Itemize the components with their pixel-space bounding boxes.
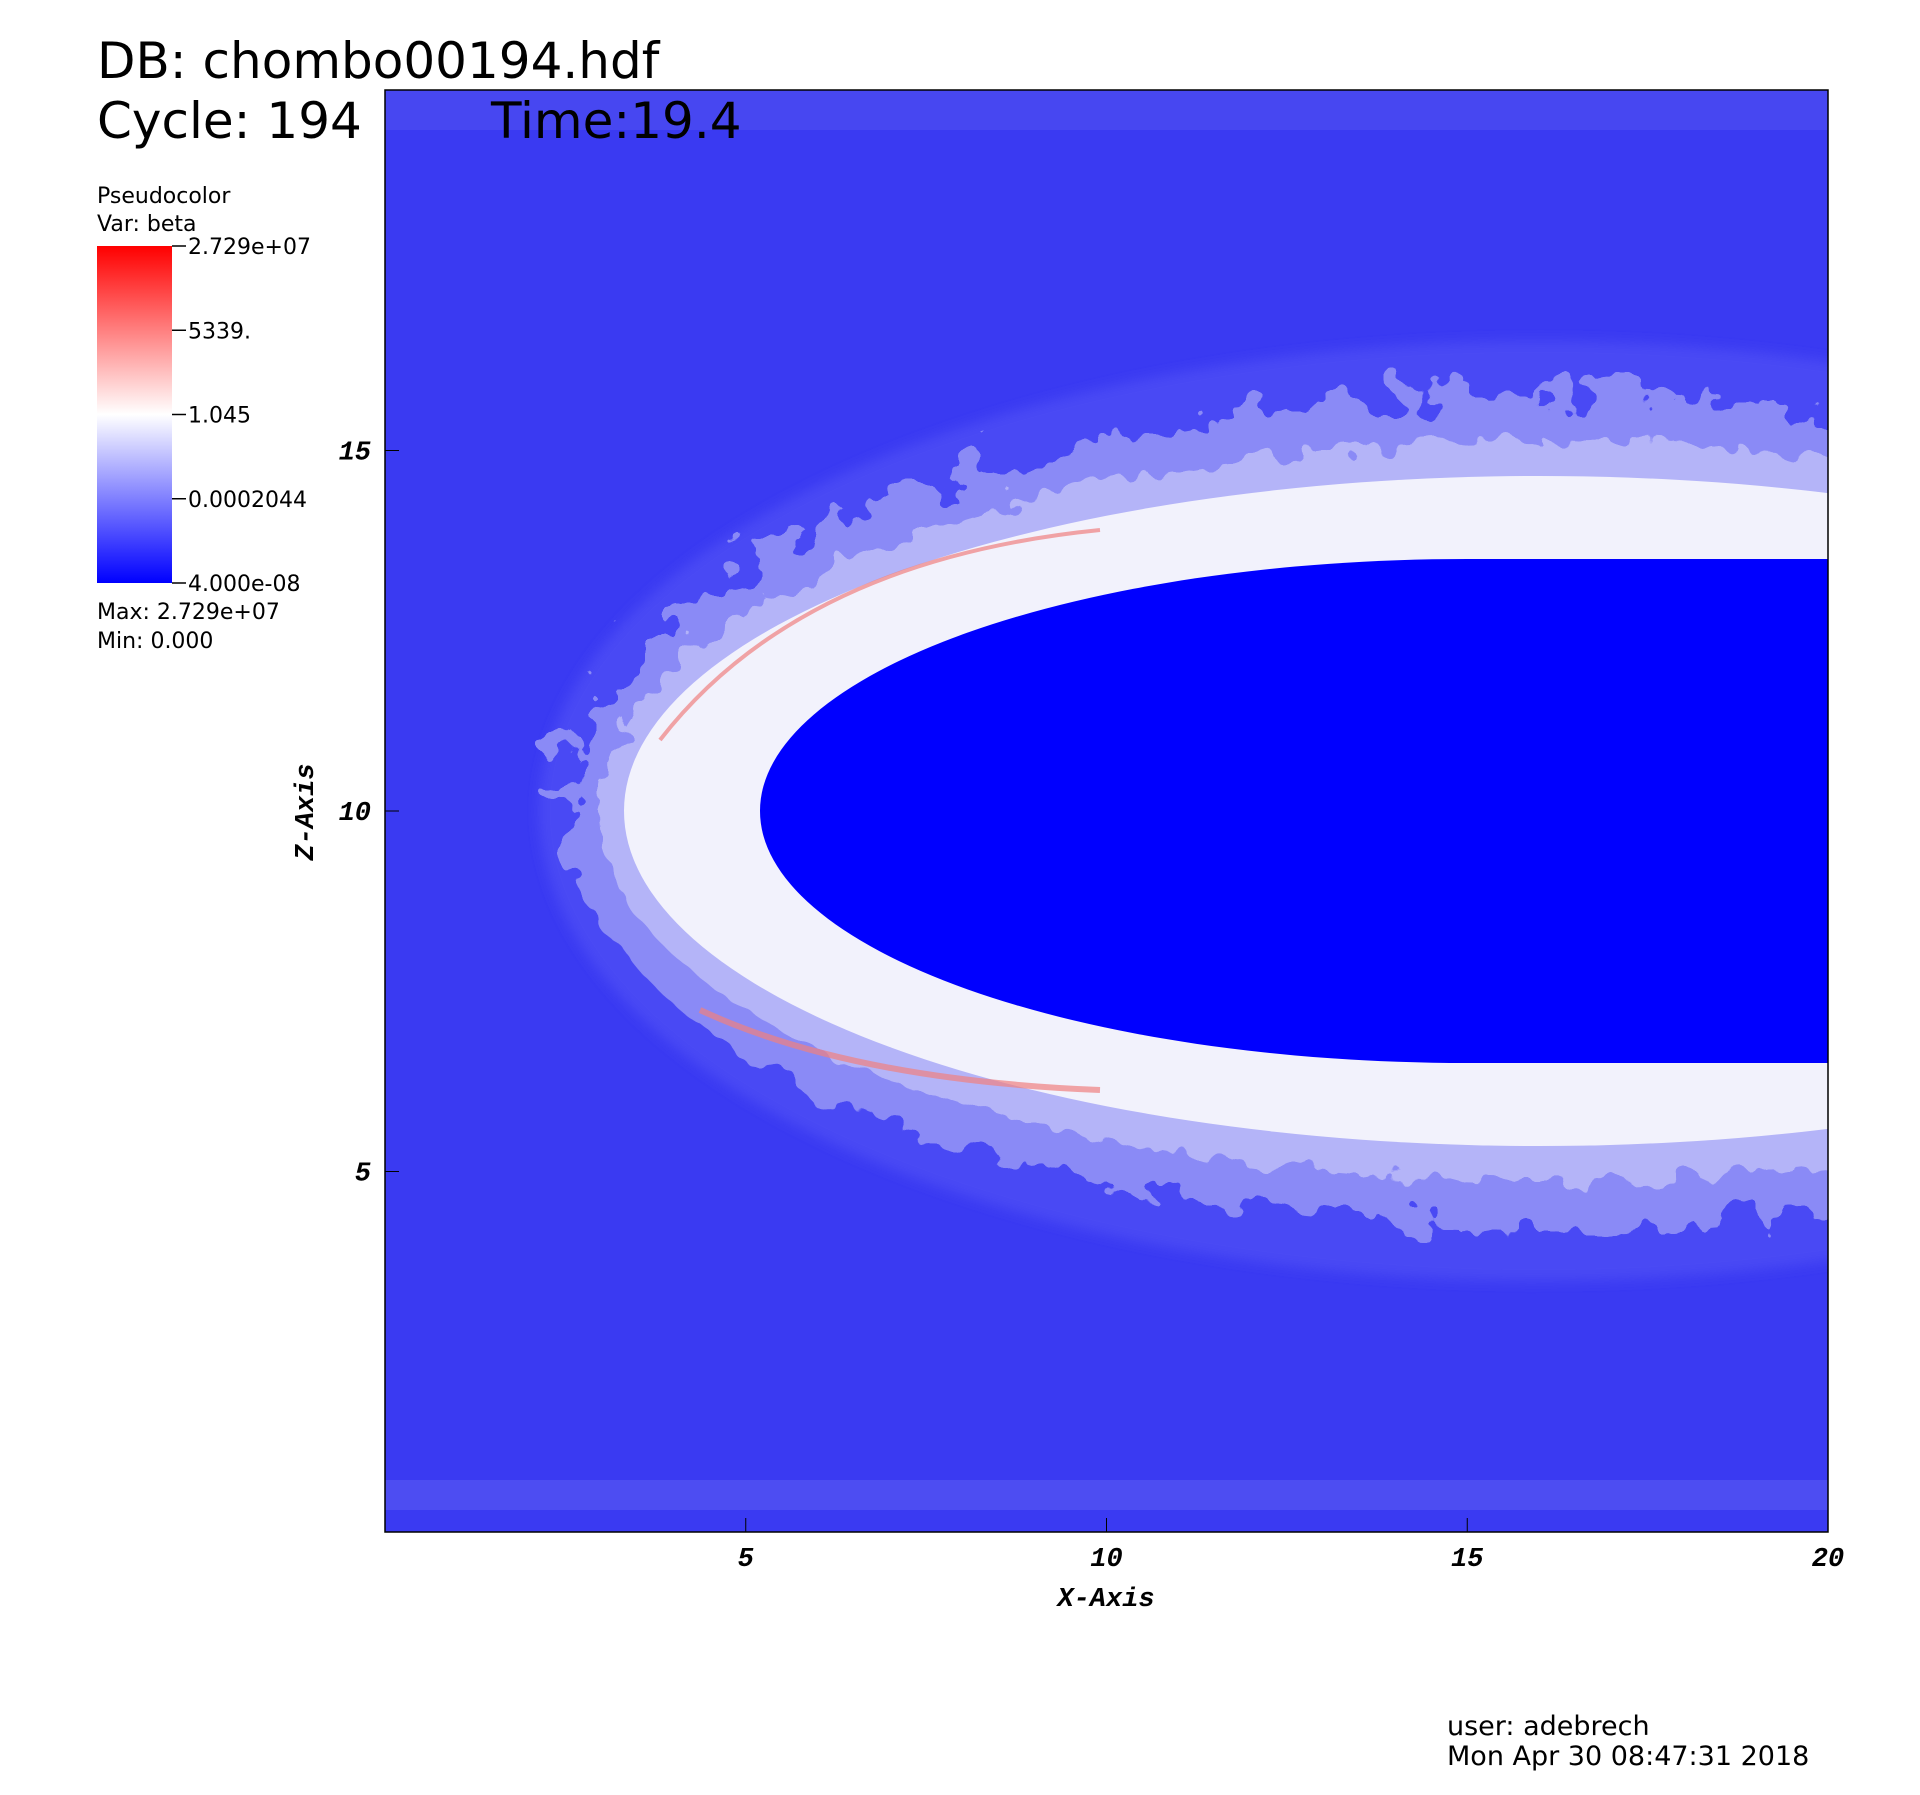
y-tick-label: 5 <box>355 1160 371 1190</box>
color-bar <box>97 246 172 583</box>
color-bar-label: 4.000e-08 <box>188 572 300 597</box>
user: user: adebrech <box>1447 1711 1650 1742</box>
legend-variable: Var: beta <box>97 212 197 237</box>
field-image <box>385 90 1828 1532</box>
y-axis-label: Z-Axis <box>292 763 322 861</box>
date: Mon Apr 30 08:47:31 2018 <box>1447 1741 1809 1772</box>
color-bar-label: 0.0002044 <box>188 488 307 513</box>
y-tick-label: 15 <box>339 439 371 469</box>
x-axis-label: X-Axis <box>1055 1585 1154 1615</box>
color-bar-label: 2.729e+07 <box>188 235 311 260</box>
x-tick-label: 20 <box>1812 1545 1844 1575</box>
x-tick-label: 15 <box>1451 1545 1483 1575</box>
x-tick-label: 5 <box>738 1545 754 1575</box>
db-title: DB: chombo00194.hdf <box>97 32 661 90</box>
cycle: Cycle: 194 <box>97 92 362 150</box>
color-bar-label: 1.045 <box>188 403 251 428</box>
legend-min: Min: 0.000 <box>97 629 213 654</box>
color-bar-label: 5339. <box>188 319 251 344</box>
y-tick-label: 10 <box>339 799 371 829</box>
legend-max: Max: 2.729e+07 <box>97 600 280 625</box>
x-tick-label: 10 <box>1090 1545 1122 1575</box>
legend-plot: Pseudocolor <box>97 184 231 209</box>
time: Time:19.4 <box>490 92 742 150</box>
